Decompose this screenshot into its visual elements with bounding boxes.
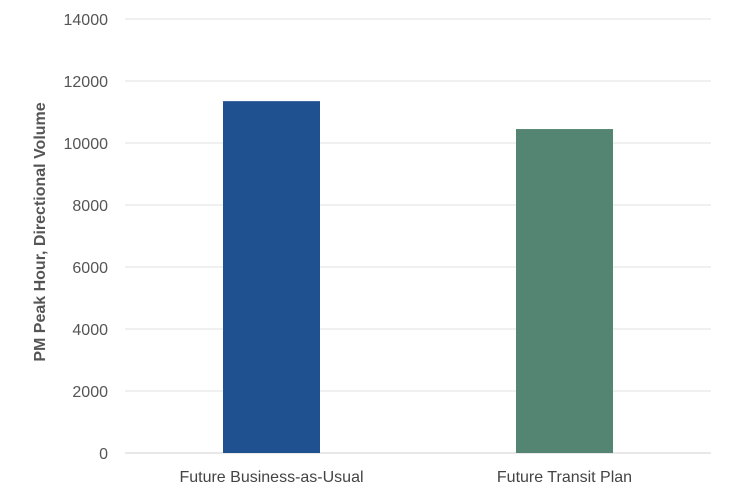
y-tick-label: 10000 xyxy=(64,136,109,153)
y-tick-label: 14000 xyxy=(64,12,109,29)
y-tick-label: 8000 xyxy=(72,198,108,215)
bar xyxy=(223,101,320,454)
bar xyxy=(516,129,613,454)
bars xyxy=(223,101,613,454)
y-tick-label: 0 xyxy=(99,446,108,463)
y-tick-label: 4000 xyxy=(72,322,108,339)
x-category-label: Future Business-as-Usual xyxy=(179,469,363,486)
y-tick-label: 6000 xyxy=(72,260,108,277)
y-axis-title: PM Peak Hour, Directional Volume xyxy=(32,102,49,361)
y-axis-ticks: 0 2000 4000 6000 8000 10000 12000 14000 xyxy=(64,12,109,463)
x-category-label: Future Transit Plan xyxy=(497,469,632,486)
y-tick-label: 12000 xyxy=(64,74,109,91)
gridlines xyxy=(125,18,711,454)
y-tick-label: 2000 xyxy=(72,384,108,401)
x-axis-categories: Future Business-as-Usual Future Transit P… xyxy=(179,469,632,486)
